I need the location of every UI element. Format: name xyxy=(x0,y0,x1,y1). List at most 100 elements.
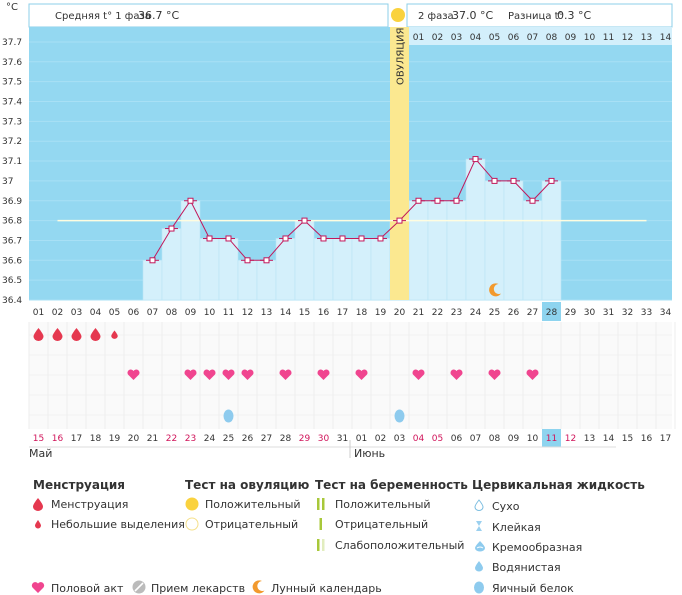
legend-cervical-item-4: Яичный белок xyxy=(492,582,574,595)
temperature-point xyxy=(358,235,365,242)
temperature-bar xyxy=(522,200,543,301)
cycle-day-label: 10 xyxy=(204,308,216,318)
y-axis-ticks: 37.7 37.6 37.5 37.4 37.3 37.2 37.1 37 36.9 36.8 36… xyxy=(2,38,22,306)
intercourse-heart xyxy=(279,369,292,380)
phase2-day-strip xyxy=(409,27,672,45)
y-tick-label: 36.7 xyxy=(2,236,22,246)
temperature-bar xyxy=(275,238,296,301)
calendar-date: 16 xyxy=(641,434,653,444)
phase2-day-labels: 01 02 03 04 05 06 07 08 09 10 11 12 13 14 xyxy=(413,33,672,43)
cycle-day-label: 26 xyxy=(508,308,520,318)
temperature-point xyxy=(301,217,308,224)
temperature-bar xyxy=(484,180,505,301)
calendar-date: 02 xyxy=(375,434,386,444)
cycle-day-label: 25 xyxy=(489,308,500,318)
cycle-day-label: 12 xyxy=(242,308,253,318)
calendar-date: 01 xyxy=(356,434,367,444)
phase2-day-label: 08 xyxy=(546,33,558,43)
cycle-day-label: 17 xyxy=(337,308,348,318)
temperature-bar xyxy=(237,259,258,301)
menstruation-drop xyxy=(90,328,101,341)
y-tick-label: 36.5 xyxy=(2,276,22,286)
cycle-day-label: 23 xyxy=(451,308,462,318)
calendar-date: 25 xyxy=(223,434,234,444)
temperature-point xyxy=(187,197,194,204)
cycle-day-label: 08 xyxy=(166,308,178,318)
cycle-day-label: 02 xyxy=(52,308,63,318)
phase2-day-label: 04 xyxy=(470,33,482,43)
creamy-icon xyxy=(475,541,485,552)
legend-cervical-item-2: Кремообразная xyxy=(492,541,583,554)
temperature-bar xyxy=(313,238,334,301)
ovulation-band xyxy=(390,27,409,300)
calendar-date: 05 xyxy=(432,434,443,444)
phase2-day-label: 05 xyxy=(489,33,500,43)
intercourse-heart xyxy=(526,369,539,380)
y-tick-label: 37 xyxy=(2,177,13,187)
legend-pregtest-item-2: Слабоположительный xyxy=(335,539,465,552)
pregtest-negative-icon xyxy=(319,518,322,530)
legend-ovtest-item-1: Отрицательный xyxy=(205,518,299,531)
month-may: Май xyxy=(29,447,52,460)
calendar-date: 26 xyxy=(242,434,254,444)
ovtest-positive-icon xyxy=(185,497,199,511)
calendar-date: 20 xyxy=(128,434,140,444)
temperature-point xyxy=(529,197,536,204)
calendar-date: 22 xyxy=(166,434,177,444)
cycle-day-label: 16 xyxy=(318,308,330,318)
phase2-day-label: 13 xyxy=(641,33,652,43)
phase2-day-label: 01 xyxy=(413,33,424,43)
intercourse-heart xyxy=(450,369,463,380)
cycle-day-label: 14 xyxy=(280,308,292,318)
cycle-day-label: 20 xyxy=(394,308,406,318)
dry-icon xyxy=(474,499,484,511)
calendar-date: 15 xyxy=(622,434,633,444)
small-drop-icon xyxy=(35,520,41,529)
phase2-day-label: 07 xyxy=(527,33,538,43)
calendar-date: 04 xyxy=(413,434,425,444)
cycle-day-label: 28 xyxy=(546,308,558,318)
pill-icon xyxy=(132,580,146,594)
temperature-point xyxy=(510,177,517,184)
cycle-day-label: 31 xyxy=(603,308,614,318)
intercourse-heart xyxy=(184,369,197,380)
calendar-date: 19 xyxy=(109,434,121,444)
temperature-bar xyxy=(142,259,163,301)
temperature-bar xyxy=(370,238,391,301)
temperature-point xyxy=(491,177,498,184)
temperature-point xyxy=(472,156,479,163)
calendar-date: 23 xyxy=(185,434,196,444)
cycle-day-label: 21 xyxy=(413,308,424,318)
calendar-dates: 15 16 17 18 19 20 21 22 23 24 25 26 27 28 29 30 31 01 02 03… xyxy=(33,429,671,447)
calendar-date: 11 xyxy=(546,434,557,444)
egg-white-icon xyxy=(474,581,484,594)
event-markers xyxy=(33,283,539,423)
legend-cervical-item-0: Сухо xyxy=(492,500,520,513)
y-tick-label: 37.7 xyxy=(2,38,22,48)
cycle-day-label: 06 xyxy=(128,308,140,318)
cycle-day-label: 19 xyxy=(375,308,387,318)
temperature-point xyxy=(282,235,289,242)
legend-cervical-item-3: Водянистая xyxy=(492,561,561,574)
events-grid xyxy=(28,322,676,429)
temperature-point xyxy=(415,197,422,204)
temperature-point xyxy=(377,235,384,242)
calendar-date: 28 xyxy=(280,434,292,444)
phase2-day-label: 03 xyxy=(451,33,462,43)
calendar-date: 18 xyxy=(90,434,102,444)
cycle-day-label: 11 xyxy=(223,308,234,318)
temperature-bar xyxy=(294,220,315,301)
legend-bottom-item-1: Прием лекарств xyxy=(151,582,246,595)
calendar-date: 14 xyxy=(603,434,615,444)
legend-menstruation-item-1: Небольшие выделения xyxy=(51,518,185,531)
ovtest-negative-icon xyxy=(185,517,199,531)
legend-pregtest-title: Тест на беременность xyxy=(315,478,468,492)
cycle-day-label: 05 xyxy=(109,308,120,318)
y-tick-label: 36.9 xyxy=(2,197,22,207)
temperature-point xyxy=(263,257,270,264)
temperature-point xyxy=(244,257,251,264)
cycle-day-labels: 01 02 03 04 05 06 07 08 09 10 11 12 13 14 15 16 17 18 19 20… xyxy=(33,302,671,321)
ovulation-label: ОВУЛЯЦИЯ xyxy=(396,28,407,86)
moon-icon xyxy=(252,580,265,594)
